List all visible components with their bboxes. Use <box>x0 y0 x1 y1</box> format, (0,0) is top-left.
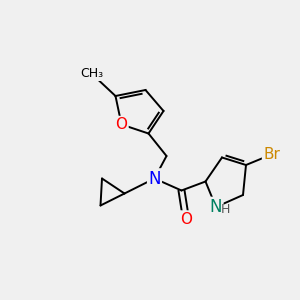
Text: CH₃: CH₃ <box>80 67 103 80</box>
Text: O: O <box>116 117 128 132</box>
Text: N: N <box>210 198 222 216</box>
Text: H: H <box>221 203 230 216</box>
Text: O: O <box>180 212 192 226</box>
Text: N: N <box>148 169 161 188</box>
Text: Br: Br <box>263 147 280 162</box>
